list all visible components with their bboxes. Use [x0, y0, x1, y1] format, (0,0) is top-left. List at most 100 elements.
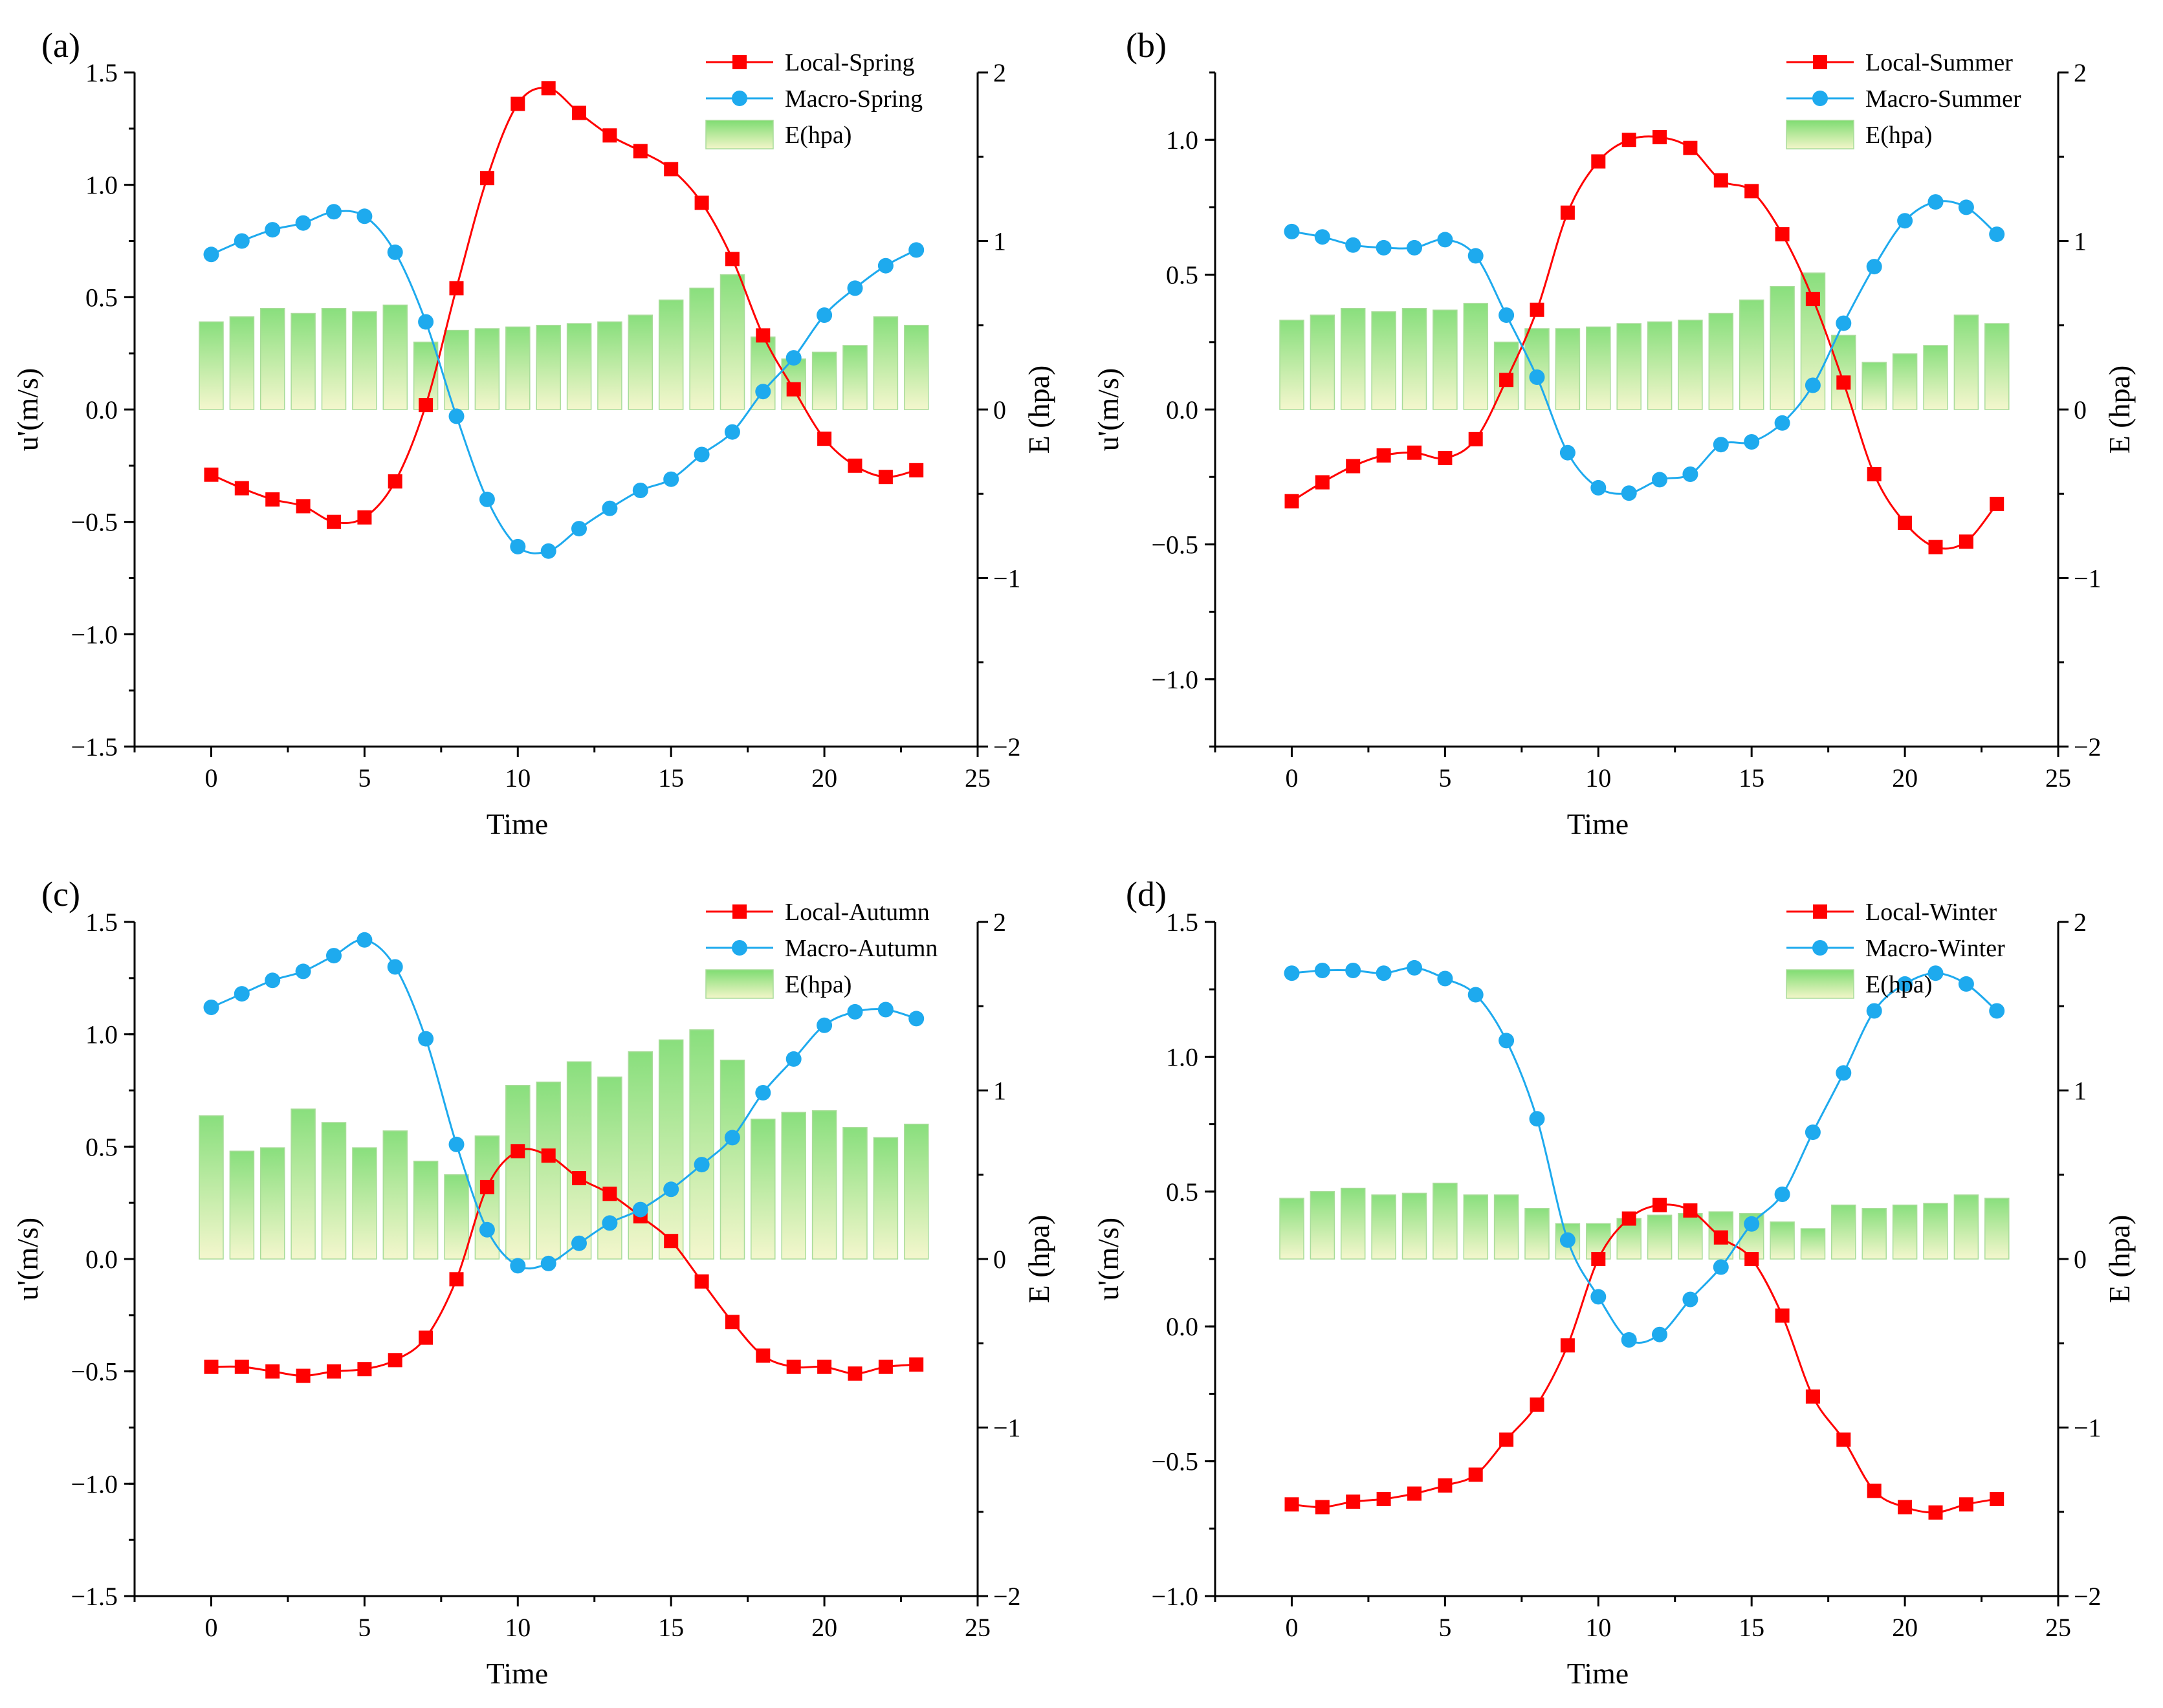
data-point	[1499, 1033, 1515, 1049]
bar	[1310, 1191, 1335, 1260]
bar	[751, 1119, 776, 1260]
data-point	[1744, 1252, 1759, 1266]
bar	[1831, 334, 1856, 410]
y-axis-title-right: E (hpa)	[1022, 366, 1055, 454]
data-point	[1682, 466, 1698, 482]
x-tick-label: 5	[358, 1613, 371, 1642]
bar-series	[199, 274, 929, 410]
x-tick-label: 25	[965, 1613, 991, 1642]
data-point	[234, 233, 250, 249]
data-point	[388, 474, 402, 489]
bar	[229, 1150, 255, 1260]
data-point	[387, 959, 403, 975]
data-point	[265, 222, 281, 238]
data-point	[1407, 445, 1422, 460]
y-tick-label-left: 0.5	[85, 1132, 118, 1161]
x-tick-label: 25	[965, 763, 991, 793]
data-point	[265, 492, 280, 507]
y-tick-label-left: −1.5	[71, 1582, 118, 1611]
y-tick-label-left: 1.0	[85, 171, 118, 200]
data-point	[847, 1003, 863, 1020]
data-point	[755, 1085, 771, 1100]
bar	[1463, 303, 1489, 410]
data-point	[1958, 199, 1974, 215]
bar	[566, 323, 592, 410]
y-tick-label-left: 0.0	[85, 395, 118, 424]
data-point	[1499, 307, 1515, 323]
data-point	[1897, 213, 1913, 229]
data-point	[1713, 173, 1728, 188]
data-point	[1621, 1211, 1636, 1226]
data-point	[419, 398, 434, 413]
legend-marker	[1812, 91, 1828, 106]
data-point	[1529, 369, 1545, 385]
data-point	[877, 257, 894, 274]
data-point	[817, 432, 832, 446]
data-point	[1867, 1484, 1882, 1498]
bar	[1678, 320, 1703, 410]
data-point	[234, 1359, 249, 1374]
data-point	[1467, 248, 1484, 264]
bar	[628, 1051, 653, 1260]
bar	[1310, 314, 1335, 410]
data-point	[1958, 976, 1974, 992]
data-point	[1897, 976, 1913, 992]
data-point	[1775, 1308, 1790, 1323]
y-tick-label-left: −1.0	[71, 1469, 118, 1498]
legend: Local-Spring Macro-Spring E(hpa)	[705, 49, 923, 149]
data-point	[1683, 1203, 1698, 1218]
data-point	[909, 1357, 924, 1372]
data-point	[664, 1234, 679, 1249]
x-tick-label: 5	[1438, 1613, 1451, 1642]
data-point	[1898, 516, 1913, 531]
y-tick-label-right: 2	[2074, 58, 2087, 87]
bar	[1984, 1198, 2010, 1260]
data-point	[817, 307, 833, 323]
y-tick-label-right: 1	[2074, 227, 2087, 256]
bar	[505, 326, 531, 410]
data-point	[1989, 226, 2005, 243]
bar	[873, 1137, 899, 1260]
series-line	[1291, 1203, 1997, 1514]
data-point	[1529, 1111, 1545, 1127]
data-point	[511, 1144, 525, 1159]
series-line	[210, 87, 917, 525]
data-point	[1989, 1003, 2005, 1019]
y-tick-label-left: 0.0	[85, 1245, 118, 1274]
data-point	[1805, 1389, 1820, 1404]
data-point	[724, 1130, 740, 1146]
bar	[1953, 1194, 1979, 1260]
data-point	[725, 1315, 740, 1330]
data-point	[479, 491, 495, 507]
data-point	[1284, 223, 1300, 239]
data-point	[755, 384, 771, 400]
x-tick-label: 10	[1585, 1613, 1611, 1642]
data-point	[1867, 467, 1882, 481]
data-point	[1590, 479, 1607, 496]
legend-bar-swatch	[705, 969, 774, 999]
data-point	[1376, 1492, 1391, 1506]
data-point	[418, 1031, 434, 1047]
data-point	[1652, 130, 1667, 144]
y-axis-title-right: E (hpa)	[1022, 1215, 1055, 1304]
data-point	[786, 382, 801, 397]
data-point	[1346, 459, 1361, 474]
y-tick-label-left: 1.5	[1166, 908, 1198, 937]
legend-marker	[1812, 940, 1828, 956]
data-point	[602, 1215, 618, 1231]
data-point	[847, 280, 863, 296]
bar-series	[1279, 272, 2010, 410]
data-point	[1713, 437, 1729, 453]
legend-marker	[732, 940, 747, 956]
data-point	[418, 314, 434, 330]
data-point	[1499, 373, 1514, 388]
data-point	[785, 350, 802, 366]
x-axis-title: Time	[1567, 807, 1629, 840]
data-point	[1315, 475, 1330, 490]
bar	[1647, 321, 1673, 410]
y-tick-label-right: −1	[993, 1414, 1021, 1443]
data-point	[694, 446, 710, 463]
bar	[781, 1111, 806, 1260]
y-tick-label-right: 1	[993, 1077, 1006, 1106]
